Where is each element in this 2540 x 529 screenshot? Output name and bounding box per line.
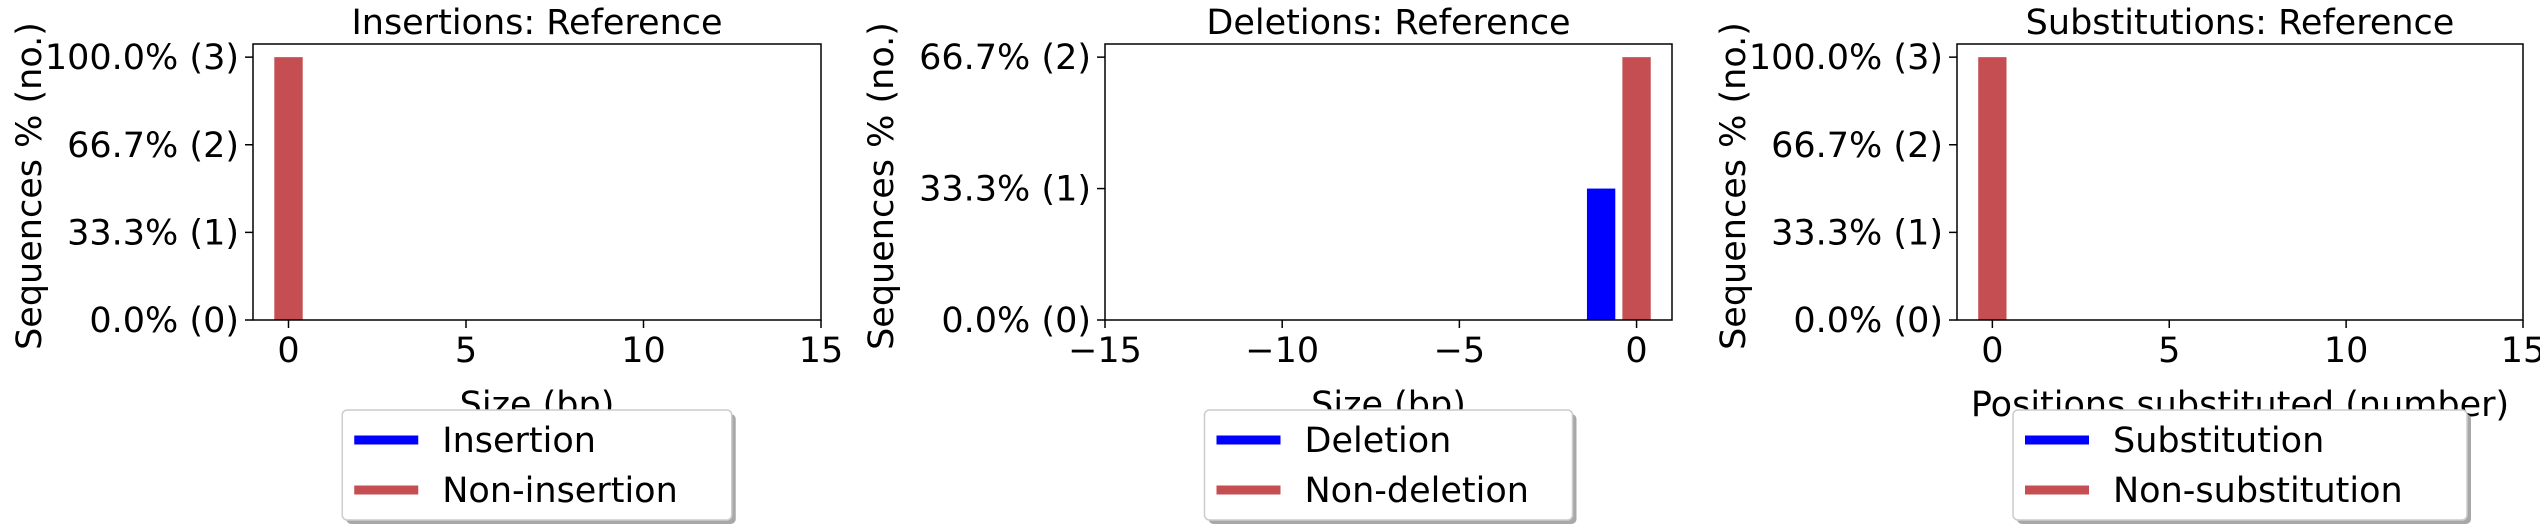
plot-frame [1956,43,2524,321]
legend-label-deletion: Deletion [1305,421,1452,461]
x-tick-label: 5 [2158,331,2180,371]
x-tick-label: −10 [1245,331,1319,371]
legend-box [341,409,733,521]
x-tick-label: 10 [621,331,666,371]
legend: Insertion Non-insertion [341,409,736,524]
x-tick-label: 5 [455,331,477,371]
legend-label-non-deletion: Non-deletion [1305,471,1529,511]
plot-frame [1104,43,1673,321]
y-axis-label: Sequences % (no.) [10,22,50,350]
y-tick-label: 0.0% (0) [941,301,1091,341]
legend-box [2012,409,2468,521]
chart-panel-1: Insertions: Reference 0 5 10 15 0.0% (0) 33.3%… [10,3,843,524]
x-tick-label: 0 [1981,331,2003,371]
x-tick-label: 10 [2324,331,2369,371]
chart-panel-2: Deletions: Reference −15 −10 −5 0 0.0% (0) 33.… [862,3,1673,524]
legend-box [1203,409,1574,521]
plot-frame [252,43,822,321]
legend-label-non-insertion: Non-insertion [442,471,678,511]
y-tick-label: 100.0% (3) [45,38,239,78]
bar-non-insertion-0 [274,57,303,321]
legend: Substitution Non-substitution [2012,409,2471,524]
legend-label-substitution: Substitution [2113,421,2324,461]
chart-panel-3: Substitutions: Reference 0 5 10 15 0.0% (0) 33… [1714,3,2540,524]
bar-deletion-0 [1586,188,1616,320]
y-tick-label: 66.7% (2) [919,38,1091,78]
chart-title: Insertions: Reference [351,3,722,43]
x-tick-label: 0 [1625,331,1647,371]
y-tick-label: 66.7% (2) [67,126,239,166]
bar-non-deletion-0 [1622,57,1651,321]
y-tick-label: 100.0% (3) [1749,38,1943,78]
bar-non-substitution-0 [1978,57,2007,321]
x-tick-label: 15 [799,331,844,371]
legend: Deletion Non-deletion [1203,409,1577,524]
y-tick-label: 33.3% (1) [1771,213,1943,253]
y-axis-label: Sequences % (no.) [1714,22,1754,350]
y-tick-label: 33.3% (1) [67,213,239,253]
y-axis-label: Sequences % (no.) [862,22,902,350]
chart-title: Deletions: Reference [1206,3,1570,43]
chart-title: Substitutions: Reference [2026,3,2455,43]
legend-label-insertion: Insertion [442,421,596,461]
legend-label-non-substitution: Non-substitution [2113,471,2403,511]
y-tick-label: 0.0% (0) [1793,301,1943,341]
x-tick-label: −5 [1434,331,1486,371]
x-tick-label: 15 [2501,331,2540,371]
y-tick-label: 0.0% (0) [89,301,239,341]
x-tick-label: 0 [277,331,299,371]
x-tick-label: −15 [1068,331,1142,371]
y-tick-label: 66.7% (2) [1771,126,1943,166]
y-tick-label: 33.3% (1) [919,170,1091,210]
